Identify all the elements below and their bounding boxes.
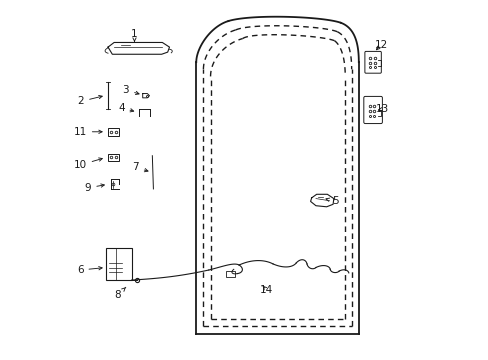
- Bar: [108, 154, 119, 161]
- Text: 5: 5: [325, 197, 338, 206]
- Text: 10: 10: [74, 158, 102, 170]
- Bar: [106, 248, 131, 280]
- Bar: [225, 271, 234, 277]
- Bar: [108, 128, 119, 136]
- Text: 8: 8: [114, 287, 125, 300]
- Text: 6: 6: [77, 265, 102, 275]
- Text: 3: 3: [122, 85, 139, 95]
- Text: 11: 11: [73, 127, 102, 137]
- Text: 13: 13: [375, 104, 388, 114]
- Text: 7: 7: [132, 162, 148, 172]
- Text: 1: 1: [131, 28, 138, 41]
- Text: 14: 14: [260, 285, 273, 295]
- Text: 12: 12: [374, 40, 387, 50]
- Text: 2: 2: [78, 95, 102, 107]
- Text: 4: 4: [118, 103, 133, 113]
- Text: 9: 9: [84, 183, 104, 193]
